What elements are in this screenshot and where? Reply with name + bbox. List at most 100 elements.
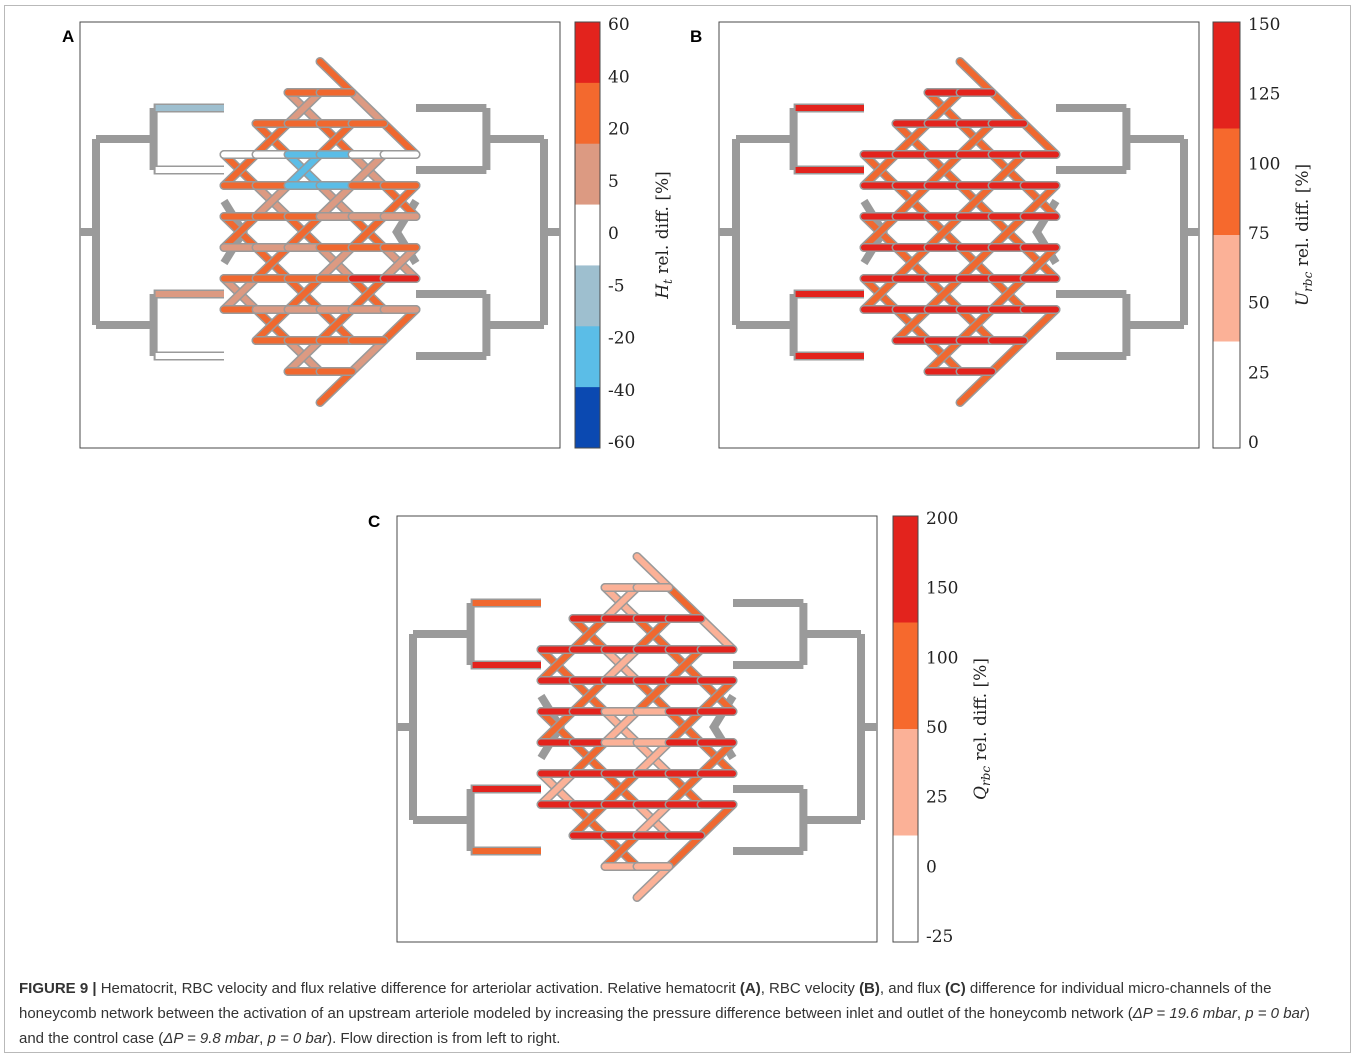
colorbar-tick-label: -25 xyxy=(926,927,953,947)
colorbar-band xyxy=(893,729,918,836)
micro-channel xyxy=(381,182,419,220)
micro-channel xyxy=(666,708,704,746)
micro-channel xyxy=(285,337,323,375)
colorbar-tick-label: 100 xyxy=(1248,154,1280,174)
micro-channel xyxy=(698,677,736,715)
colorbar-tick-label: 25 xyxy=(1248,363,1270,383)
micro-channel xyxy=(538,770,576,808)
micro-channel xyxy=(634,553,672,591)
colorbar-band xyxy=(575,387,600,449)
colorbar-tick-label: 0 xyxy=(1248,433,1259,453)
micro-channel xyxy=(317,306,355,344)
micro-channel xyxy=(349,151,387,189)
micro-channel xyxy=(221,275,259,313)
colorbar-tick-label: 150 xyxy=(1248,15,1280,35)
micro-channel xyxy=(698,801,736,839)
micro-channel xyxy=(602,646,640,684)
colorbar-label-main: H xyxy=(653,283,673,300)
colorbar-frame xyxy=(1212,21,1241,449)
micro-channel xyxy=(253,182,291,220)
colorbar-tick-label: 50 xyxy=(1248,294,1270,314)
colorbar-band xyxy=(893,622,918,730)
micro-channel xyxy=(602,832,640,870)
micro-channel xyxy=(957,58,995,96)
micro-channel xyxy=(570,801,608,839)
micro-channel xyxy=(285,275,323,313)
micro-channel xyxy=(957,244,995,282)
micro-channel xyxy=(317,368,355,406)
caption-ref-a: (A) xyxy=(739,980,761,997)
caption-sep-2: , xyxy=(259,1030,268,1047)
colorbar-label: Qrbc rel. diff. [%] xyxy=(971,658,993,800)
caption-text-4: difference for individual micro-channels… xyxy=(19,980,1272,1022)
caption-text-2: , RBC velocity xyxy=(760,980,860,997)
micro-channel xyxy=(698,615,736,653)
micro-channel xyxy=(666,584,704,622)
plot-box xyxy=(79,21,561,449)
colorbar-band xyxy=(575,143,600,206)
micro-channel xyxy=(221,213,259,251)
micro-channel xyxy=(989,275,1027,313)
micro-channel xyxy=(285,89,323,127)
micro-channel xyxy=(893,182,931,220)
colorbar-label-main: Q xyxy=(971,786,991,800)
micro-channel xyxy=(989,213,1027,251)
caption-text-5: ) and the control case ( xyxy=(19,1005,1310,1047)
micro-channel xyxy=(538,646,576,684)
panel-letter: B xyxy=(690,27,702,46)
micro-channel xyxy=(634,739,672,777)
colorbar-tick-label: 125 xyxy=(1248,85,1280,105)
micro-channel xyxy=(570,677,608,715)
micro-channel xyxy=(634,677,672,715)
colorbar-tick-label: -40 xyxy=(608,381,635,401)
micro-channel xyxy=(381,244,419,282)
colorbar-tick-label: 0 xyxy=(608,224,619,244)
colorbar-tick-label: 50 xyxy=(926,718,948,738)
micro-channel xyxy=(957,368,995,406)
colorbar-tick-label: 40 xyxy=(608,67,630,87)
colorbar: 200 150 100 50 25 0 -25 Qrbc rel. diff. [%] xyxy=(892,509,993,947)
colorbar-label: Urbc rel. diff. [%] xyxy=(1293,164,1315,306)
micro-channel xyxy=(349,89,387,127)
colorbar-tick-label: -5 xyxy=(608,276,625,296)
colorbar-band xyxy=(575,82,600,145)
micro-channel xyxy=(666,770,704,808)
caption-text-3: , and flux xyxy=(879,980,945,997)
micro-channel xyxy=(602,708,640,746)
micro-channel xyxy=(349,275,387,313)
micro-channel xyxy=(602,584,640,622)
colorbar-band xyxy=(575,326,600,388)
panel-letter: A xyxy=(62,27,74,46)
micro-channel xyxy=(570,739,608,777)
micro-channel xyxy=(989,337,1027,375)
micro-channel xyxy=(285,213,323,251)
caption-unit-bar-2: bar xyxy=(305,1030,328,1047)
micro-channel xyxy=(349,213,387,251)
colorbar-label-sub: t xyxy=(661,279,675,284)
colorbar-tick-label: 0 xyxy=(926,857,937,877)
micro-channel xyxy=(221,151,259,189)
micro-channel xyxy=(893,120,931,158)
micro-channel xyxy=(1021,182,1059,220)
caption-text-1: Hematocrit, RBC velocity and flux relati… xyxy=(96,980,740,997)
micro-channel xyxy=(253,120,291,158)
micro-channel xyxy=(957,306,995,344)
colorbar-tick-label: 20 xyxy=(608,120,630,140)
colorbar-label-rest: rel. diff. [%] xyxy=(1293,164,1313,272)
colorbar-tick-label: 25 xyxy=(926,788,948,808)
panel-b: B 150 125 100 75 50 25 0 Urbc rel. diff. [%] xyxy=(690,15,1315,453)
colorbar-tick-label: 200 xyxy=(926,509,958,529)
colorbar-band xyxy=(893,516,918,623)
colorbar-tick-label: 60 xyxy=(608,15,630,35)
caption-p-eq-2: p = 0 xyxy=(267,1030,302,1047)
caption-delta-p-2: ΔP = 9.8 xyxy=(163,1030,221,1047)
colorbar-band xyxy=(1213,22,1240,129)
colorbar-label-sub: rbc xyxy=(1301,271,1315,291)
colorbar-frame xyxy=(892,515,919,943)
plot-box xyxy=(718,21,1200,449)
micro-channel xyxy=(317,120,355,158)
colorbar-tick-label: -60 xyxy=(608,433,635,453)
micro-channel xyxy=(989,89,1027,127)
micro-channel xyxy=(666,646,704,684)
